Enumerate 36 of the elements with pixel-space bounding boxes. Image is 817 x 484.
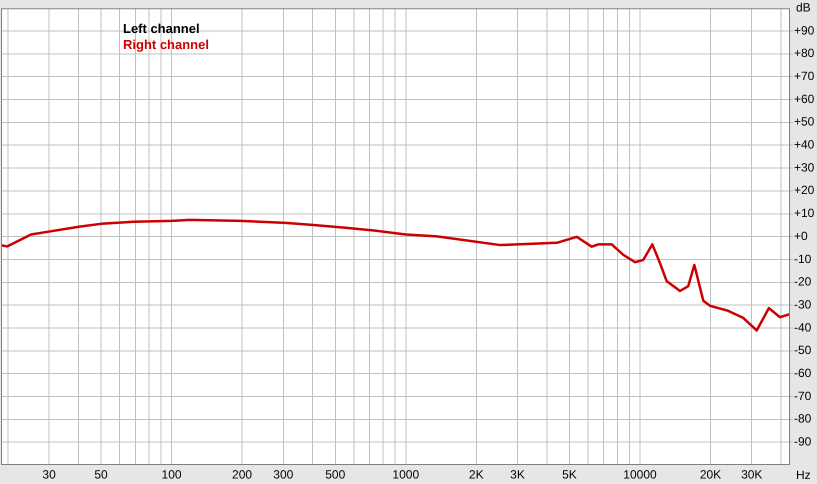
y-tick-label: +50	[794, 114, 815, 129]
x-axis-title: Hz	[796, 468, 811, 482]
y-tick-label: -60	[794, 366, 812, 380]
x-tick-label: 20K	[700, 468, 722, 482]
x-tick-label: 500	[325, 468, 346, 482]
y-tick-label: -20	[794, 274, 812, 289]
y-tick-label: +60	[794, 92, 815, 106]
y-tick-label: -90	[794, 434, 812, 448]
y-tick-label: +90	[794, 23, 815, 38]
y-tick-label: +10	[794, 206, 815, 220]
x-tick-label: 2K	[468, 468, 484, 482]
y-tick-label: +80	[794, 46, 815, 60]
x-tick-label: 50	[94, 468, 108, 482]
y-tick-label: -70	[794, 388, 812, 403]
y-tick-label: +0	[794, 228, 808, 243]
x-tick-label: 200	[232, 468, 252, 482]
y-tick-label: +70	[794, 69, 815, 84]
y-tick-label: -40	[794, 320, 812, 334]
x-tick-label: 1000	[392, 468, 420, 482]
y-tick-label: -30	[794, 297, 812, 312]
y-tick-label: +40	[794, 138, 815, 152]
x-tick-label: 3K	[510, 468, 525, 482]
x-tick-label: 100	[162, 468, 182, 482]
y-tick-label: -80	[794, 412, 812, 426]
legend-label: Left channel	[123, 20, 200, 36]
x-tick-label: 5K	[562, 468, 577, 482]
text: Right channel	[123, 36, 209, 52]
y-tick-label: -10	[794, 252, 812, 266]
x-tick-label: 30K	[741, 468, 762, 482]
x-tick-label: 300	[273, 468, 294, 482]
x-tick-label: 30	[42, 468, 56, 482]
y-tick-label: -50	[794, 343, 812, 358]
y-axis-title: dB	[796, 0, 811, 14]
x-tick-label: 10000	[623, 468, 657, 482]
y-tick-label: +30	[794, 160, 815, 174]
y-tick-label: +20	[794, 183, 815, 198]
